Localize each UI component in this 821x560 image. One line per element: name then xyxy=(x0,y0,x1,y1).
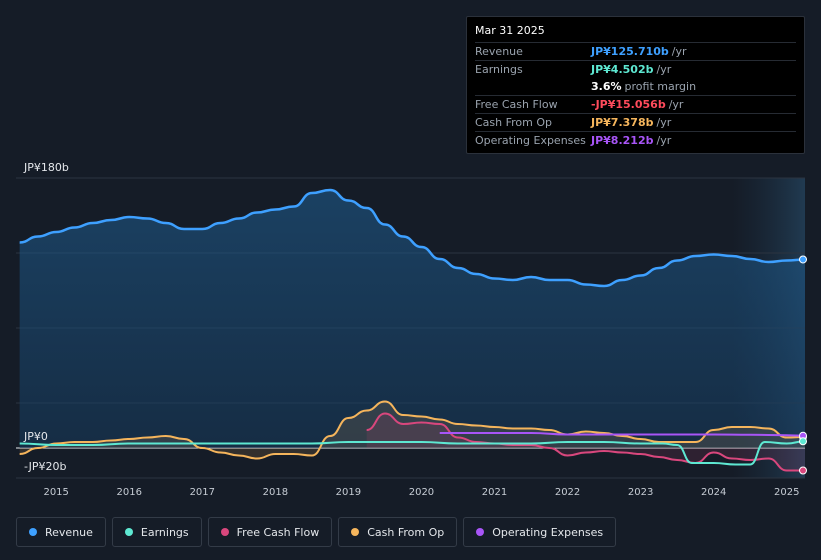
tooltip-value: JP¥7.378b xyxy=(591,116,654,129)
tooltip-row-cfo: Cash From Op JP¥7.378b /yr xyxy=(475,113,796,131)
tooltip-row-opex: Operating Expenses JP¥8.212b /yr xyxy=(475,131,796,149)
x-tick-label: 2022 xyxy=(555,487,580,498)
legend-item-earnings[interactable]: Earnings xyxy=(111,517,202,547)
tooltip-label: Free Cash Flow xyxy=(475,98,558,111)
legend-item-free-cash-flow[interactable]: Free Cash Flow xyxy=(207,517,333,547)
tooltip-label: Earnings xyxy=(475,63,523,76)
legend-label: Cash From Op xyxy=(367,525,445,539)
x-tick-label: 2018 xyxy=(263,487,288,498)
legend-item-cash-from-op[interactable]: Cash From Op xyxy=(338,517,458,547)
tooltip-label: Cash From Op xyxy=(475,116,553,129)
tooltip-unit: /yr xyxy=(668,98,684,111)
tooltip-unit: /yr xyxy=(656,116,672,129)
operating-expenses-line xyxy=(439,432,806,437)
legend-label: Earnings xyxy=(140,525,189,539)
x-tick-label: 2020 xyxy=(409,487,434,498)
revenue-end-point xyxy=(799,255,807,264)
free-cash-flow-line xyxy=(366,412,805,472)
x-tick-label: 2025 xyxy=(774,487,799,498)
tooltip-panel: Mar 31 2025 Revenue JP¥125.710b /yr Earn… xyxy=(466,16,805,154)
legend-dot-icon xyxy=(476,528,485,536)
revenue-line xyxy=(19,188,806,288)
y-axis-bottom-label: -JP¥20b xyxy=(24,460,67,473)
tooltip-unit: /yr xyxy=(656,63,672,76)
legend-dot-icon xyxy=(124,528,133,536)
tooltip-date: Mar 31 2025 xyxy=(475,24,545,37)
tooltip-row-revenue: Revenue JP¥125.710b /yr xyxy=(475,42,796,60)
tooltip-row-fcf: Free Cash Flow -JP¥15.056b /yr xyxy=(475,95,796,113)
legend-label: Free Cash Flow xyxy=(236,525,320,539)
cash-from-op-area xyxy=(19,401,806,459)
legend-item-operating-expenses[interactable]: Operating Expenses xyxy=(463,517,617,547)
tooltip-unit: /yr xyxy=(671,45,687,58)
x-tick-label: 2021 xyxy=(482,487,507,498)
legend-dot-icon xyxy=(220,528,229,536)
legend-dot-icon xyxy=(29,528,37,536)
legend-item-revenue[interactable]: Revenue xyxy=(16,517,106,547)
tooltip-value: -JP¥15.056b xyxy=(591,98,666,111)
legend-label: Operating Expenses xyxy=(492,525,604,539)
x-tick-label: 2023 xyxy=(628,487,653,498)
y-axis-zero-label: JP¥0 xyxy=(24,430,48,443)
legend-dot-icon xyxy=(351,528,360,536)
chart-canvas: 2015 2016 2017 2018 2019 2020 2021 2022 2023 2024… xyxy=(16,177,807,498)
tooltip-label: Revenue xyxy=(475,45,523,58)
tooltip-value: JP¥4.502b xyxy=(591,63,654,76)
series-layer xyxy=(19,188,807,475)
x-tick-label: 2017 xyxy=(190,487,215,498)
tooltip-value: 3.6% xyxy=(591,80,622,93)
tooltip-row-earnings: Earnings JP¥4.502b /yr xyxy=(475,60,796,78)
revenue-area xyxy=(19,190,806,448)
cash-from-op-line xyxy=(19,400,806,460)
tooltip-value: JP¥125.710b xyxy=(591,45,669,58)
tooltip-label: Operating Expenses xyxy=(475,134,586,147)
legend-label: Revenue xyxy=(45,525,93,539)
x-tick-label: 2015 xyxy=(43,487,68,498)
y-axis-top-label: JP¥180b xyxy=(24,161,69,174)
x-tick-label: 2016 xyxy=(117,487,142,498)
free-cash-flow-end-point xyxy=(799,466,807,475)
legend: Revenue Earnings Free Cash Flow Cash Fro… xyxy=(16,517,617,547)
earnings-end-point xyxy=(799,437,807,446)
earnings-line xyxy=(19,440,806,466)
tooltip-value: JP¥8.212b xyxy=(591,134,654,147)
x-axis: 2015 2016 2017 2018 2019 2020 2021 2022 2023 2024… xyxy=(43,487,799,498)
free-cash-flow-area xyxy=(366,413,805,471)
tooltip-row-margin: 3.6% profit margin xyxy=(475,78,796,95)
tooltip-unit: /yr xyxy=(656,134,672,147)
x-tick-label: 2024 xyxy=(701,487,726,498)
tooltip-unit: profit margin xyxy=(624,80,697,93)
x-tick-label: 2019 xyxy=(336,487,361,498)
